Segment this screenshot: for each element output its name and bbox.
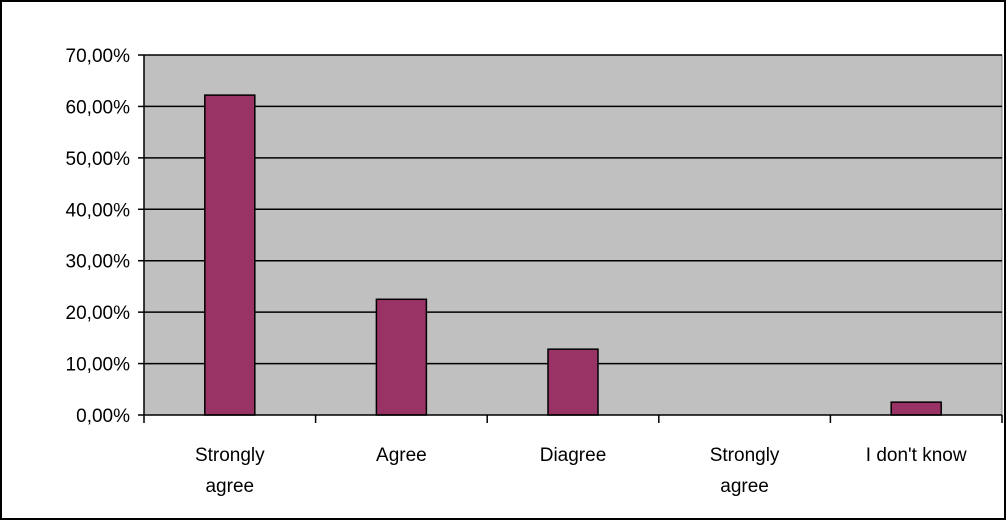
category-labels: Strongly agree Agree Diagree Strongly agree I … <box>195 445 967 497</box>
category-label: Diagree <box>540 445 607 466</box>
category-label: Agree <box>376 445 427 466</box>
y-tick-label: 50,00% <box>66 149 131 170</box>
y-tick-label: 10,00% <box>66 355 131 376</box>
y-tick-labels: 0,00% 10,00% 20,00% 30,00% 40,00% 50,00% 60,00… <box>66 46 131 427</box>
y-tick-label: 30,00% <box>66 252 131 273</box>
bar <box>547 348 599 416</box>
bar <box>204 94 256 416</box>
category-label: Strongly agree <box>710 445 780 497</box>
bar <box>375 298 428 416</box>
y-tick-label: 70,00% <box>66 46 131 67</box>
bar <box>890 401 942 416</box>
y-tick-label: 60,00% <box>66 97 131 118</box>
axes <box>138 54 1003 423</box>
y-tick-label: 20,00% <box>66 303 131 324</box>
bars <box>204 94 942 416</box>
category-label: Strongly agree <box>195 445 265 497</box>
y-tick-label: 0,00% <box>76 406 130 427</box>
category-label: I don't know <box>866 445 967 466</box>
gridlines <box>144 54 1002 365</box>
y-tick-label: 40,00% <box>66 200 131 221</box>
